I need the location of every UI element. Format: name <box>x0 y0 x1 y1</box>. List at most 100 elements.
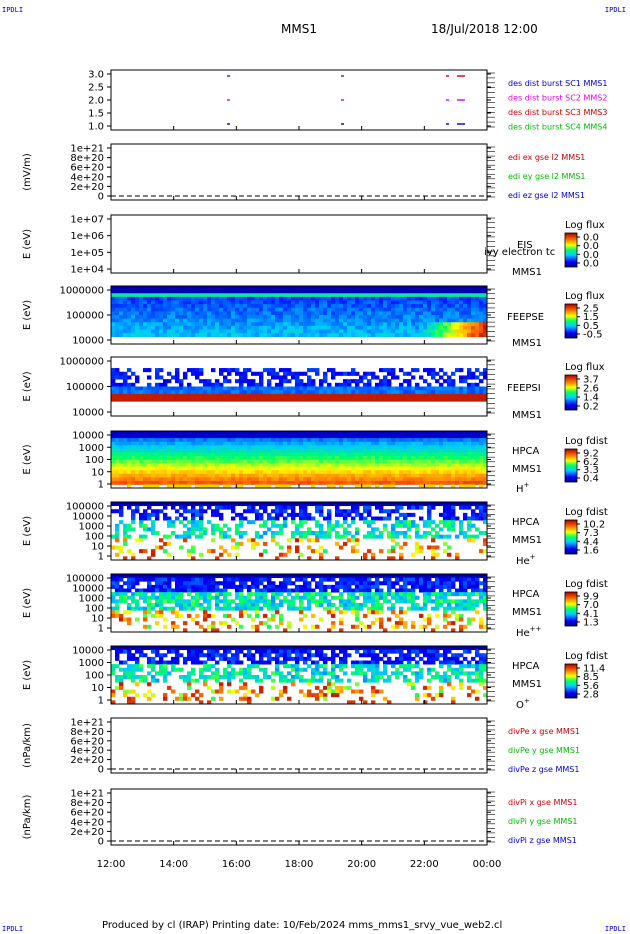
heatmap-cell <box>135 466 140 471</box>
heatmap-cell <box>427 386 432 391</box>
heatmap-cell <box>259 592 264 597</box>
heatmap-cell <box>147 556 152 561</box>
heatmap-cell <box>211 325 216 330</box>
heatmap-cell <box>311 325 316 330</box>
heatmap-cell <box>363 577 368 582</box>
heatmap-cell <box>183 329 188 334</box>
heatmap-cell <box>271 371 276 376</box>
heatmap-cell <box>239 371 244 376</box>
heatmap-cell <box>275 463 280 468</box>
heatmap-cell <box>379 393 384 398</box>
heatmap-cell <box>347 386 352 391</box>
heatmap-cell <box>363 322 368 327</box>
heatmap-cell <box>311 574 316 579</box>
heatmap-cell <box>291 289 296 294</box>
heatmap-cell <box>175 304 180 309</box>
heatmap-cell <box>191 455 196 460</box>
heatmap-cell <box>127 368 132 373</box>
heatmap-cell <box>223 484 228 489</box>
heatmap-cell <box>319 445 324 450</box>
heatmap-cell <box>251 592 256 597</box>
heatmap-cell <box>359 438 364 443</box>
heatmap-cell <box>239 624 244 629</box>
heatmap-cell <box>339 455 344 460</box>
heatmap-cell <box>307 455 312 460</box>
burst-mark <box>446 75 449 77</box>
heatmap-cell <box>267 434 272 439</box>
heatmap-cell <box>247 452 252 457</box>
heatmap-cell <box>303 595 308 600</box>
heatmap-cell <box>347 584 352 589</box>
heatmap-cell <box>143 438 148 443</box>
heatmap-cell <box>139 325 144 330</box>
heatmap-cell <box>447 509 452 514</box>
heatmap-cell <box>275 393 280 398</box>
heatmap-cell <box>163 386 168 391</box>
heatmap-cell <box>319 523 324 528</box>
heatmap-cell <box>447 512 452 517</box>
heatmap-cell <box>179 581 184 586</box>
heatmap-cell <box>175 375 180 380</box>
heatmap-cell <box>175 397 180 402</box>
heatmap-cell <box>459 473 464 478</box>
heatmap-cell <box>259 375 264 380</box>
heatmap-cell <box>383 463 388 468</box>
heatmap-cell <box>111 509 116 514</box>
heatmap-cell <box>223 333 228 338</box>
heatmap-cell <box>223 531 228 536</box>
heatmap-cell <box>447 286 452 291</box>
heatmap-cell <box>283 379 288 384</box>
colorbar <box>564 374 578 411</box>
heatmap-cell <box>463 379 468 384</box>
heatmap-cell <box>267 390 272 395</box>
heatmap-cell <box>119 329 124 334</box>
heatmap-cell <box>243 438 248 443</box>
heatmap-cell <box>419 438 424 443</box>
heatmap-cell <box>379 296 384 301</box>
heatmap-cell <box>295 538 300 543</box>
heatmap-cell <box>335 329 340 334</box>
heatmap-cell <box>299 379 304 384</box>
heatmap-cell <box>483 512 488 517</box>
heatmap-cell <box>207 473 212 478</box>
heatmap-cell <box>315 325 320 330</box>
heatmap-cell <box>331 393 336 398</box>
heatmap-cell <box>391 333 396 338</box>
heatmap-cell <box>303 307 308 312</box>
heatmap-cell <box>159 315 164 320</box>
heatmap-cell <box>343 477 348 482</box>
heatmap-cell <box>387 459 392 464</box>
heatmap-cell <box>239 322 244 327</box>
heatmap-cell <box>347 463 352 468</box>
heatmap-cell <box>263 588 268 593</box>
heatmap-cell <box>211 588 216 593</box>
heatmap-cell <box>195 386 200 391</box>
heatmap-cell <box>435 445 440 450</box>
heatmap-cell <box>235 545 240 550</box>
heatmap-cell <box>347 588 352 593</box>
heatmap-cell <box>255 441 260 446</box>
heatmap-cell <box>279 470 284 475</box>
heatmap-cell <box>347 318 352 323</box>
heatmap-cell <box>375 386 380 391</box>
heatmap-cell <box>191 516 196 521</box>
heatmap-cell <box>359 452 364 457</box>
heatmap-cell <box>339 393 344 398</box>
heatmap-cell <box>175 466 180 471</box>
heatmap-cell <box>371 531 376 536</box>
heatmap-cell <box>271 286 276 291</box>
heatmap-cell <box>179 434 184 439</box>
heatmap-cell <box>191 584 196 589</box>
heatmap-cell <box>211 322 216 327</box>
heatmap-cell <box>307 293 312 298</box>
heatmap-cell <box>387 509 392 514</box>
heatmap-cell <box>419 375 424 380</box>
heatmap-cell <box>155 368 160 373</box>
heatmap-cell <box>399 329 404 334</box>
heatmap-cell <box>355 463 360 468</box>
heatmap-cell <box>215 441 220 446</box>
heatmap-cell <box>471 289 476 294</box>
colorbar-tick-label: 1.4 <box>583 393 599 404</box>
heatmap-cell <box>379 318 384 323</box>
heatmap-cell <box>343 520 348 525</box>
